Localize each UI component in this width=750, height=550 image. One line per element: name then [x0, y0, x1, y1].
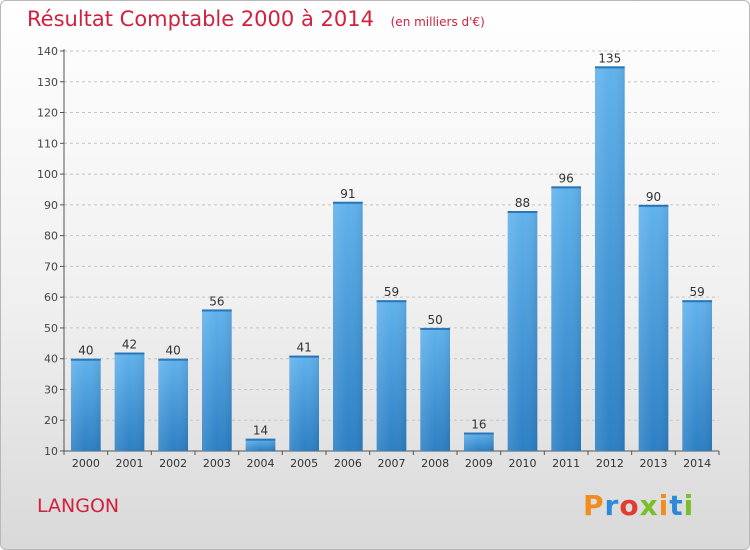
- brand-letter: i: [658, 489, 670, 522]
- bar-shine: [638, 204, 669, 451]
- data-label: 16: [471, 418, 486, 432]
- x-tick-label: 2006: [334, 457, 362, 470]
- y-tick-label: 90: [44, 199, 58, 212]
- chart-title: Résultat Comptable 2000 à 2014 (en milli…: [27, 7, 485, 31]
- brand-letter: P: [583, 489, 605, 522]
- data-label: 56: [209, 294, 224, 308]
- brand-letter: i: [683, 489, 695, 522]
- bar-cap: [201, 309, 232, 312]
- brand-letter: t: [669, 489, 684, 522]
- bar-cap: [289, 355, 320, 358]
- bar-cap: [638, 204, 669, 207]
- data-label: 59: [384, 285, 399, 299]
- y-tick-label: 110: [37, 137, 58, 150]
- bar-shine: [551, 186, 582, 451]
- bar-shine: [420, 327, 451, 451]
- bar-cap: [420, 327, 451, 330]
- chart-title-text: Résultat Comptable 2000 à 2014: [27, 7, 374, 31]
- y-tick-label: 40: [44, 353, 58, 366]
- y-tick-label: 50: [44, 322, 58, 335]
- bar-cap: [594, 66, 625, 69]
- data-label: 90: [646, 190, 661, 204]
- brand-letter: r: [604, 489, 620, 522]
- data-label: 59: [690, 285, 705, 299]
- bar-shine: [70, 358, 101, 451]
- bar-shine: [507, 211, 538, 451]
- x-tick-label: 2003: [203, 457, 231, 470]
- commune-name: LANGON: [37, 495, 120, 517]
- data-label: 40: [166, 344, 181, 358]
- bar-shine: [463, 432, 494, 451]
- brand-letter: o: [619, 489, 640, 522]
- bar-cap: [507, 211, 538, 213]
- proxiti-logo: Proxiti: [583, 489, 694, 522]
- x-tick-label: 2002: [159, 457, 187, 470]
- bar-cap: [70, 358, 101, 361]
- bar-shine: [376, 300, 407, 451]
- x-tick-label: 2005: [290, 457, 318, 470]
- x-tick-label: 2012: [596, 457, 624, 470]
- bar-shine: [289, 355, 320, 451]
- bar-cap: [551, 186, 582, 189]
- bar-shine: [245, 438, 276, 451]
- x-tick-label: 2013: [640, 457, 668, 470]
- data-label: 88: [515, 196, 530, 210]
- data-label: 14: [253, 424, 268, 438]
- x-tick-label: 2000: [72, 457, 100, 470]
- x-tick-label: 2014: [683, 457, 711, 470]
- data-label: 91: [340, 187, 355, 201]
- x-tick-label: 2011: [552, 457, 580, 470]
- x-tick-label: 2001: [116, 457, 144, 470]
- y-tick-label: 30: [44, 383, 58, 396]
- x-tick-label: 2010: [509, 457, 537, 470]
- bar-cap: [245, 438, 276, 441]
- bar-shine: [682, 300, 713, 451]
- x-tick-label: 2004: [247, 457, 275, 470]
- data-label: 40: [78, 344, 93, 358]
- bar-shine: [332, 201, 363, 451]
- y-tick-label: 130: [37, 76, 58, 89]
- y-tick-label: 100: [37, 168, 58, 181]
- y-tick-label: 70: [44, 260, 58, 273]
- data-label: 41: [297, 341, 312, 355]
- y-tick-label: 120: [37, 107, 58, 120]
- bar-shine: [201, 309, 232, 451]
- y-tick-label: 140: [37, 45, 58, 58]
- y-tick-label: 80: [44, 230, 58, 243]
- bar-cap: [463, 432, 494, 435]
- bar-shine: [114, 352, 145, 451]
- data-label: 135: [598, 51, 621, 65]
- data-label: 96: [559, 171, 574, 185]
- x-tick-label: 2007: [378, 457, 406, 470]
- bar-shine: [594, 66, 625, 451]
- bar-cap: [682, 300, 713, 303]
- y-tick-label: 60: [44, 291, 58, 304]
- data-label: 42: [122, 338, 137, 352]
- y-tick-label: 10: [44, 445, 58, 458]
- x-tick-label: 2009: [465, 457, 493, 470]
- bar-cap: [332, 201, 363, 204]
- y-tick-label: 20: [44, 414, 58, 427]
- bar-cap: [376, 300, 407, 303]
- chart-subtitle: (en milliers d'€): [390, 15, 485, 29]
- bar-cap: [114, 352, 145, 355]
- brand-letter: x: [639, 489, 659, 522]
- bar-shine: [158, 358, 189, 451]
- bar-cap: [158, 358, 189, 361]
- x-tick-label: 2008: [421, 457, 449, 470]
- data-label: 50: [428, 313, 443, 327]
